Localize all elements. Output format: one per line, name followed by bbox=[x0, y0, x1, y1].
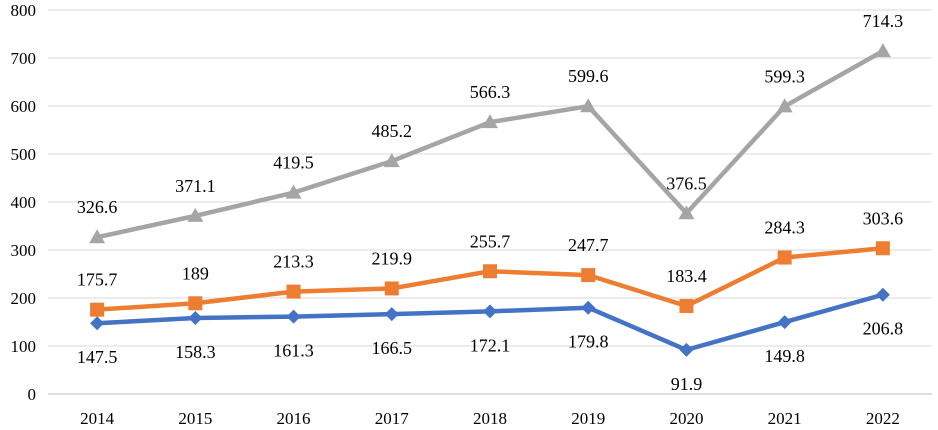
data-label: 158.3 bbox=[175, 342, 216, 362]
data-label: 161.3 bbox=[273, 341, 314, 361]
data-point-1 bbox=[188, 311, 203, 326]
x-tick-label: 2015 bbox=[178, 409, 212, 428]
data-point-1 bbox=[286, 309, 301, 324]
y-tick-label: 700 bbox=[11, 49, 37, 68]
data-label: 175.7 bbox=[77, 270, 118, 290]
data-label: 172.1 bbox=[470, 335, 511, 355]
data-point-3 bbox=[580, 98, 597, 113]
x-tick-label: 2018 bbox=[473, 409, 507, 428]
data-label: 714.3 bbox=[863, 11, 904, 31]
y-tick-label: 100 bbox=[11, 337, 37, 356]
y-tick-label: 400 bbox=[11, 193, 37, 212]
data-label: 166.5 bbox=[372, 338, 413, 358]
data-label: 326.6 bbox=[77, 197, 118, 217]
data-point-3 bbox=[285, 184, 302, 199]
x-tick-label: 2019 bbox=[571, 409, 605, 428]
data-point-2 bbox=[90, 302, 105, 317]
data-point-2 bbox=[679, 298, 694, 313]
data-point-2 bbox=[384, 281, 399, 296]
data-label: 247.7 bbox=[568, 235, 609, 255]
x-tick-label: 2016 bbox=[277, 409, 311, 428]
data-label: 206.8 bbox=[863, 319, 904, 339]
data-label: 219.9 bbox=[372, 248, 413, 268]
data-point-1 bbox=[90, 316, 105, 331]
data-point-2 bbox=[483, 264, 497, 279]
x-tick-label: 2020 bbox=[669, 409, 703, 428]
data-label: 566.3 bbox=[470, 82, 511, 102]
y-tick-label: 600 bbox=[11, 97, 37, 116]
data-label: 599.6 bbox=[568, 66, 609, 86]
y-tick-label: 0 bbox=[28, 385, 37, 404]
x-tick-label: 2022 bbox=[866, 409, 900, 428]
data-point-3 bbox=[678, 205, 695, 220]
data-point-2 bbox=[777, 250, 792, 265]
y-axis: 0 100 200 300 400 500 600 700 800 bbox=[11, 1, 37, 404]
y-tick-label: 200 bbox=[11, 289, 37, 308]
x-tick-label: 2021 bbox=[768, 409, 802, 428]
series-line-2 bbox=[94, 246, 886, 312]
y-tick-label: 300 bbox=[11, 241, 37, 260]
data-point-3 bbox=[383, 153, 400, 168]
x-tick-label: 2014 bbox=[80, 409, 115, 428]
data-point-1 bbox=[777, 315, 792, 330]
data-label: 91.9 bbox=[671, 374, 703, 394]
data-label: 303.6 bbox=[863, 208, 904, 228]
data-point-3 bbox=[874, 43, 891, 58]
data-point-1 bbox=[679, 342, 694, 357]
data-label: 149.8 bbox=[764, 346, 805, 366]
data-label: 213.3 bbox=[273, 252, 314, 272]
data-label: 284.3 bbox=[764, 218, 805, 238]
y-tick-label: 800 bbox=[11, 1, 37, 20]
data-label: 371.1 bbox=[175, 176, 216, 196]
data-point-3 bbox=[482, 114, 498, 129]
data-point-2 bbox=[875, 241, 890, 256]
data-label: 419.5 bbox=[273, 153, 314, 173]
data-point-1 bbox=[581, 300, 596, 315]
data-point-1 bbox=[483, 304, 497, 319]
y-tick-label: 500 bbox=[11, 145, 37, 164]
data-point-1 bbox=[384, 307, 399, 322]
x-tick-label: 2017 bbox=[375, 409, 410, 428]
data-label: 189 bbox=[182, 263, 209, 283]
data-point-2 bbox=[581, 268, 596, 283]
data-label: 599.3 bbox=[764, 66, 805, 86]
series-layer bbox=[89, 43, 891, 357]
data-point-2 bbox=[286, 284, 301, 299]
data-label: 255.7 bbox=[470, 231, 511, 251]
data-label: 147.5 bbox=[77, 347, 118, 367]
data-point-3 bbox=[89, 229, 106, 244]
data-label: 179.8 bbox=[568, 332, 609, 352]
x-axis: 2014 2015 2016 2017 2018 2019 2020 2021 2022 bbox=[80, 409, 900, 428]
data-label: 183.4 bbox=[666, 266, 707, 286]
data-point-1 bbox=[875, 287, 890, 302]
data-label: 485.2 bbox=[372, 121, 413, 141]
data-point-3 bbox=[187, 207, 204, 222]
data-point-3 bbox=[776, 98, 793, 113]
data-label: 376.5 bbox=[666, 173, 707, 193]
data-point-2 bbox=[188, 296, 203, 311]
data-labels-layer: 147.5 158.3 161.3 166.5 172.1 179.8 91.9 149.8 2… bbox=[77, 11, 903, 394]
